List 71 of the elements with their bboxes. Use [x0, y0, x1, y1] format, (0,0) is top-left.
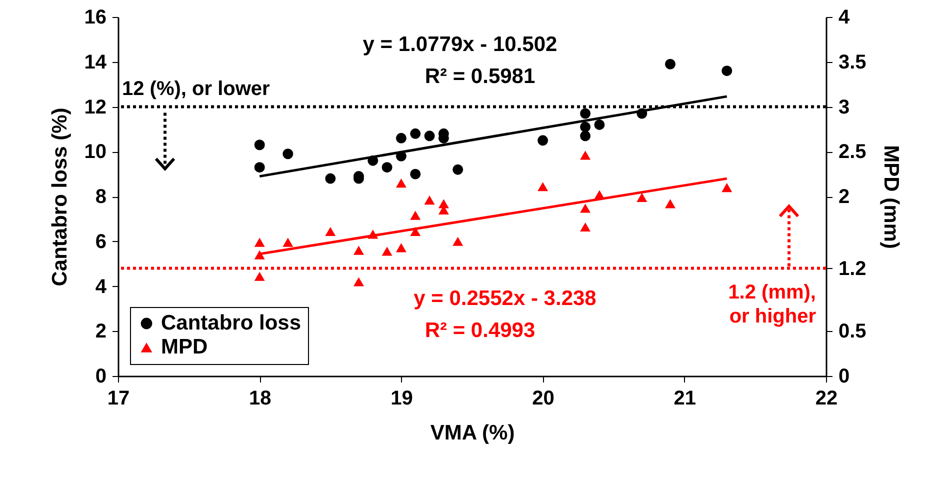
x-tick-label: 19	[390, 388, 413, 410]
x-tick-label: 22	[815, 388, 838, 410]
point	[722, 182, 732, 192]
annotation: R² = 0.4993	[424, 319, 536, 342]
point	[254, 162, 265, 173]
point	[396, 178, 406, 188]
legend-label: Cantabro loss	[161, 312, 302, 334]
x-tick-label: 21	[674, 388, 696, 410]
point	[254, 238, 265, 247]
point	[254, 250, 265, 260]
point	[254, 272, 265, 281]
y-tick-label: 14	[84, 51, 108, 74]
point	[722, 66, 732, 76]
point	[254, 140, 265, 150]
y-tick-label: 2	[95, 320, 106, 343]
y2-tick-label: 3	[838, 96, 850, 118]
point	[382, 246, 392, 256]
x-tick-label: 18	[248, 388, 272, 410]
y-tick-label: 4	[95, 276, 108, 298]
y2-tick-label: 0	[838, 366, 850, 388]
ref-line-label: 12 (%), or lower	[122, 78, 270, 100]
point	[353, 246, 364, 255]
x-axis-title: VMA (%)	[430, 422, 515, 444]
point	[282, 148, 294, 160]
point	[538, 182, 548, 192]
point	[353, 277, 364, 286]
point	[282, 238, 294, 247]
annotation: y = 1.0779x - 10.502	[362, 33, 558, 56]
point	[325, 226, 336, 236]
y-tick-label: 16	[84, 6, 106, 28]
y-tick-label: 0	[95, 366, 106, 388]
point	[410, 168, 421, 180]
annotation: y = 0.2552x - 3.238	[414, 287, 597, 310]
point	[636, 192, 648, 202]
ref-line-label: 1.2 (mm), or higher	[728, 281, 816, 328]
y2-tick-label: 3.5	[838, 51, 866, 74]
point	[580, 130, 591, 142]
point	[594, 119, 605, 130]
point	[452, 236, 464, 246]
y2-tick-label: 2	[838, 186, 850, 208]
point	[580, 108, 591, 119]
point	[664, 199, 676, 208]
y2-tick-label: 2.5	[838, 141, 866, 164]
legend-label: MPD	[161, 336, 208, 358]
point	[410, 128, 421, 139]
annotation: R² = 0.5981	[424, 65, 536, 88]
y2-tick-label: 0.5	[838, 320, 866, 343]
point	[452, 164, 464, 175]
point	[424, 130, 435, 142]
x-tick-label: 20	[532, 388, 554, 410]
point	[538, 135, 548, 146]
point	[580, 204, 591, 213]
point	[410, 210, 421, 220]
point	[664, 58, 676, 70]
y2-tick-label: 1.2	[838, 258, 866, 280]
y-tick-label: 6	[95, 230, 106, 253]
point	[580, 150, 591, 160]
point	[424, 196, 435, 205]
y-tick-label: 12	[84, 96, 106, 118]
point	[396, 243, 406, 252]
y2-axis-title: MPD (mm)	[879, 145, 902, 249]
point	[396, 132, 406, 144]
y-axis-title: Cantabro loss (%)	[48, 108, 72, 286]
y2-tick-label: 4	[838, 6, 850, 28]
y-tick-label: 8	[95, 186, 106, 208]
point	[580, 122, 591, 132]
point	[580, 222, 591, 232]
x-tick-label: 17	[107, 388, 130, 410]
point	[325, 173, 336, 184]
y-tick-label: 10	[84, 141, 106, 164]
point	[382, 162, 392, 173]
